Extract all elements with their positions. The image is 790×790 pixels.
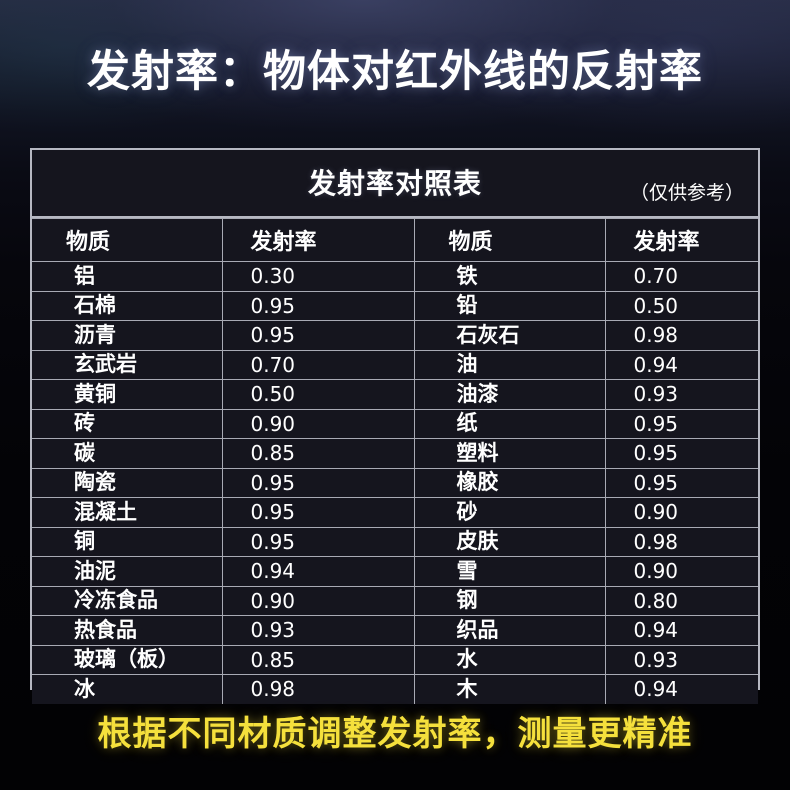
- table-row: 砖 0.90 纸 0.95: [32, 408, 758, 439]
- table-row: 铝 0.30 铁 0.70: [32, 261, 758, 292]
- cell-material-right: 纸: [413, 408, 606, 439]
- cell-emissivity-right: 0.98: [604, 526, 758, 557]
- cell-material-left: 玄武岩: [32, 349, 223, 380]
- cell-emissivity-right: 0.95: [604, 438, 758, 469]
- cell-emissivity-left: 0.90: [221, 408, 415, 439]
- emissivity-table-frame: 发射率对照表 （仅供参考） 物质 发射率 物质 发射率 铝 0.30 铁 0.70 石棉…: [30, 148, 760, 704]
- cell-emissivity-right: 0.94: [604, 615, 758, 646]
- cell-material-right: 油漆: [413, 379, 606, 410]
- table-row: 混凝土 0.95 砂 0.90: [32, 497, 758, 528]
- cell-material-right: 铁: [413, 261, 606, 292]
- cell-emissivity-left: 0.95: [221, 320, 415, 351]
- cell-material-right: 油: [413, 349, 606, 380]
- cell-emissivity-left: 0.85: [221, 438, 415, 469]
- cell-emissivity-right: 0.90: [604, 556, 758, 587]
- cell-emissivity-right: 0.95: [604, 467, 758, 498]
- cell-emissivity-left: 0.95: [221, 497, 415, 528]
- emissivity-table: 物质 发射率 物质 发射率 铝 0.30 铁 0.70 石棉 0.95 铅 0.50 沥青 0.9…: [32, 218, 758, 704]
- cell-emissivity-left: 0.70: [221, 349, 415, 380]
- table-row: 黄铜 0.50 油漆 0.93: [32, 379, 758, 410]
- column-header-emissivity-left: 发射率: [221, 218, 415, 262]
- column-header-emissivity-right: 发射率: [604, 218, 758, 262]
- cell-material-left: 热食品: [32, 615, 223, 646]
- cell-emissivity-left: 0.94: [221, 556, 415, 587]
- cell-material-left: 黄铜: [32, 379, 223, 410]
- cell-emissivity-right: 0.93: [604, 379, 758, 410]
- cell-material-left: 沥青: [32, 320, 223, 351]
- cell-emissivity-left: 0.50: [221, 379, 415, 410]
- cell-material-left: 玻璃（板）: [32, 644, 223, 675]
- table-row: 热食品 0.93 织品 0.94: [32, 615, 758, 646]
- cell-material-left: 碳: [32, 438, 223, 469]
- cell-emissivity-right: 0.95: [604, 408, 758, 439]
- cell-emissivity-right: 0.94: [604, 674, 758, 704]
- cell-material-left: 石棉: [32, 290, 223, 321]
- cell-emissivity-right: 0.98: [604, 320, 758, 351]
- cell-emissivity-right: 0.94: [604, 349, 758, 380]
- cell-emissivity-left: 0.90: [221, 585, 415, 616]
- table-row: 碳 0.85 塑料 0.95: [32, 438, 758, 469]
- column-header-material-left: 物质: [32, 218, 223, 262]
- table-caption: 发射率对照表: [307, 167, 482, 200]
- cell-material-left: 铜: [32, 526, 223, 557]
- cell-emissivity-left: 0.85: [221, 644, 415, 675]
- cell-emissivity-left: 0.95: [221, 290, 415, 321]
- cell-material-right: 织品: [413, 615, 606, 646]
- cell-emissivity-right: 0.90: [604, 497, 758, 528]
- cell-emissivity-left: 0.30: [221, 261, 415, 292]
- cell-material-left: 冷冻食品: [32, 585, 223, 616]
- cell-emissivity-right: 0.93: [604, 644, 758, 675]
- table-reference-note: （仅供参考）: [629, 182, 744, 204]
- cell-material-left: 砖: [32, 408, 223, 439]
- table-row: 玄武岩 0.70 油 0.94: [32, 349, 758, 380]
- cell-emissivity-right: 0.70: [604, 261, 758, 292]
- table-row: 石棉 0.95 铅 0.50: [32, 290, 758, 321]
- cell-material-right: 钢: [413, 585, 606, 616]
- cell-material-right: 砂: [413, 497, 606, 528]
- cell-material-left: 油泥: [32, 556, 223, 587]
- cell-emissivity-right: 0.50: [604, 290, 758, 321]
- cell-material-right: 橡胶: [413, 467, 606, 498]
- table-header-row: 物质 发射率 物质 发射率: [32, 218, 758, 262]
- cell-emissivity-left: 0.98: [221, 674, 415, 704]
- cell-material-left: 铝: [32, 261, 223, 292]
- cell-material-left: 混凝土: [32, 497, 223, 528]
- table-row: 沥青 0.95 石灰石 0.98: [32, 320, 758, 351]
- cell-emissivity-right: 0.80: [604, 585, 758, 616]
- table-row: 油泥 0.94 雪 0.90: [32, 556, 758, 587]
- table-row: 陶瓷 0.95 橡胶 0.95: [32, 467, 758, 498]
- cell-material-right: 铅: [413, 290, 606, 321]
- cell-emissivity-left: 0.95: [221, 526, 415, 557]
- cell-material-left: 冰: [32, 674, 223, 704]
- table-caption-band: 发射率对照表 （仅供参考）: [32, 150, 758, 218]
- cell-material-right: 水: [413, 644, 606, 675]
- cell-emissivity-left: 0.95: [221, 467, 415, 498]
- table-row: 冷冻食品 0.90 钢 0.80: [32, 585, 758, 616]
- footer-tagline: 根据不同材质调整发射率，测量更精准: [97, 714, 693, 754]
- table-row: 铜 0.95 皮肤 0.98: [32, 526, 758, 557]
- cell-material-right: 塑料: [413, 438, 606, 469]
- cell-material-right: 皮肤: [413, 526, 606, 557]
- page-title: 发射率：物体对红外线的反射率: [87, 47, 703, 97]
- column-header-material-right: 物质: [413, 218, 606, 262]
- cell-material-right: 木: [413, 674, 606, 704]
- table-row: 玻璃（板） 0.85 水 0.93: [32, 644, 758, 675]
- cell-material-right: 石灰石: [413, 320, 606, 351]
- table-row: 冰 0.98 木 0.94: [32, 674, 758, 704]
- cell-material-left: 陶瓷: [32, 467, 223, 498]
- cell-emissivity-left: 0.93: [221, 615, 415, 646]
- cell-material-right: 雪: [413, 556, 606, 587]
- table-body: 铝 0.30 铁 0.70 石棉 0.95 铅 0.50 沥青 0.95 石灰石 0.98 玄武岩 0.7…: [32, 261, 758, 704]
